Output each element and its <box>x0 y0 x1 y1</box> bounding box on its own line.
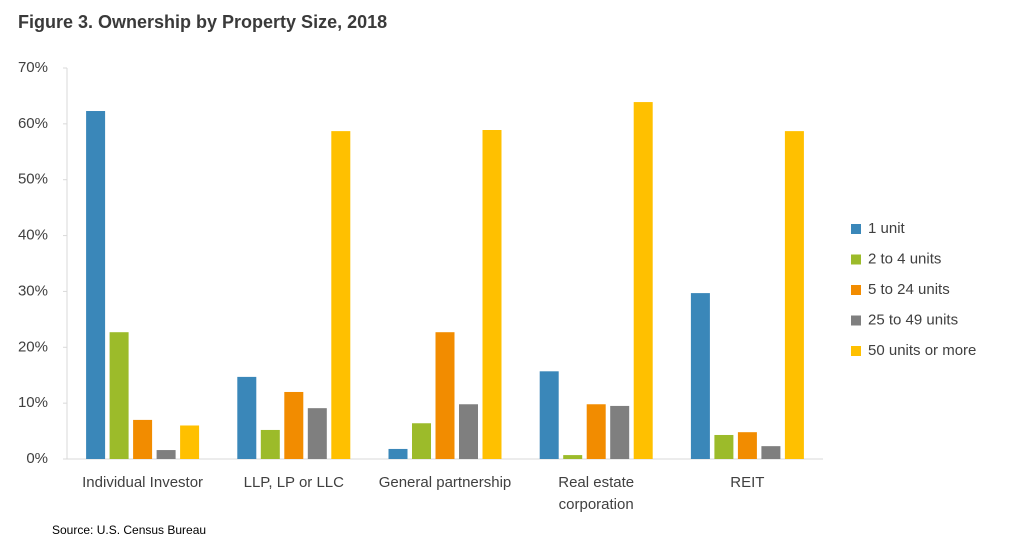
y-tick-label: 30% <box>18 282 48 299</box>
x-tick-label: LLP, LP or LLC <box>243 474 344 491</box>
bar <box>761 446 781 459</box>
y-tick-label: 0% <box>26 450 48 467</box>
legend-label: 2 to 4 units <box>868 250 941 267</box>
legend-swatch <box>851 315 861 326</box>
y-tick-label: 60% <box>18 115 48 132</box>
y-tick-label: 20% <box>18 338 48 355</box>
bar <box>260 429 280 459</box>
legend-swatch <box>851 224 861 234</box>
bar <box>109 332 129 459</box>
bar <box>610 405 630 459</box>
bar <box>633 102 653 459</box>
x-tick-label: REIT <box>730 474 765 491</box>
bar <box>459 404 478 459</box>
source-note: Source: U.S. Census Bureau <box>52 523 206 537</box>
y-tick-label: 40% <box>18 227 48 244</box>
bar <box>539 371 559 459</box>
bar <box>737 432 757 459</box>
bar <box>412 423 431 459</box>
legend-label: 1 unit <box>868 220 906 237</box>
bar <box>307 408 327 459</box>
bar <box>331 131 351 459</box>
bar <box>156 450 176 459</box>
y-tick-label: 50% <box>18 171 48 188</box>
bar <box>784 131 804 459</box>
bar <box>133 419 153 459</box>
bar <box>237 376 257 459</box>
bar <box>563 455 583 459</box>
bar <box>388 448 408 459</box>
bar <box>690 293 710 459</box>
bar <box>435 332 455 459</box>
legend-swatch <box>851 346 861 356</box>
legend-label: 5 to 24 units <box>868 281 950 298</box>
y-tick-label: 70% <box>18 59 48 76</box>
chart-title: Figure 3. Ownership by Property Size, 20… <box>18 12 387 32</box>
bar <box>586 404 606 459</box>
y-tick-label: 10% <box>18 394 48 411</box>
legend-swatch <box>851 254 861 265</box>
legend-label: 25 to 49 units <box>868 311 958 328</box>
bar <box>284 391 304 459</box>
bar <box>714 434 734 459</box>
x-tick-label: Individual Investor <box>82 474 204 491</box>
legend-label: 50 units or more <box>868 342 976 359</box>
bar <box>86 111 106 459</box>
legend-swatch <box>851 285 861 295</box>
x-tick-label: Real estate corporation <box>558 474 635 513</box>
bar <box>482 130 502 459</box>
x-tick-label: General partnership <box>378 474 512 491</box>
bar <box>180 425 200 459</box>
